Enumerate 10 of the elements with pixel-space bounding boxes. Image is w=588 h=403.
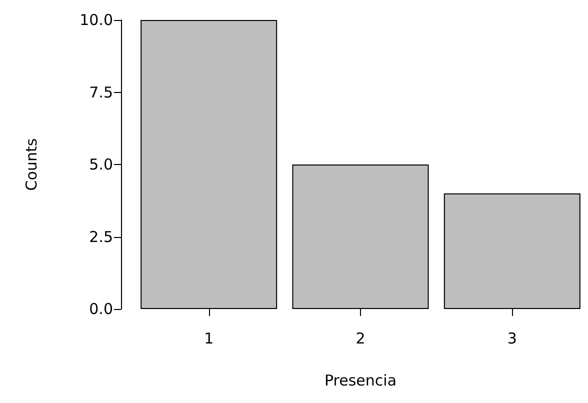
y-tick-label: 7.5: [89, 83, 113, 102]
y-tick-label: 5.0: [89, 156, 113, 174]
x-tick-label: 1: [204, 330, 214, 348]
y-tick-label: 0.0: [89, 300, 113, 318]
y-tick-label: 2.5: [89, 228, 113, 246]
x-tick-label: 3: [507, 330, 517, 348]
x-axis-title: Presencia: [324, 372, 397, 390]
y-tick-label: 10.0: [80, 11, 113, 29]
x-tick-label: 2: [356, 330, 366, 348]
y-axis-title: Counts: [22, 138, 40, 191]
